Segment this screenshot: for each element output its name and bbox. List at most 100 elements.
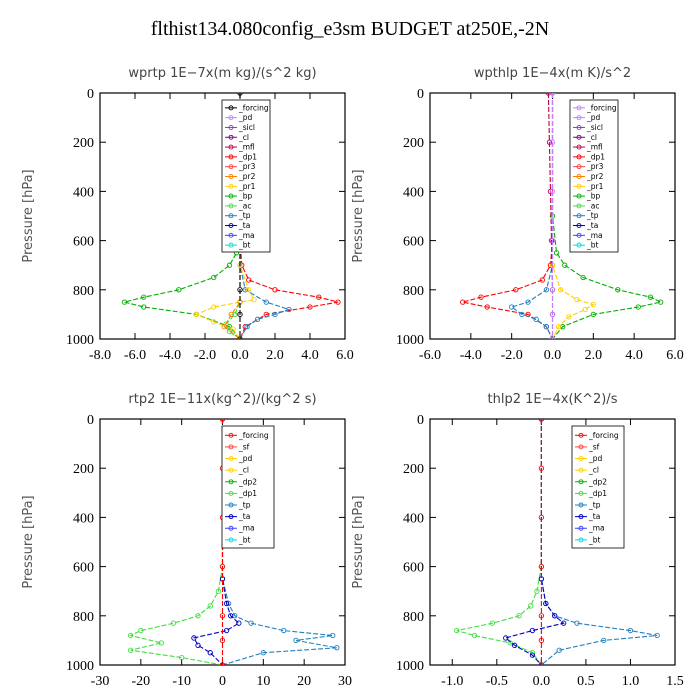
y-tick-label: 0: [87, 413, 94, 428]
data-point: [549, 139, 556, 145]
legend: _forcing_pd_sicl_cl_mfl_dp1_pr3_pr2_pr1_…: [569, 99, 619, 253]
data-point: [560, 620, 567, 626]
legend-marker: [228, 203, 234, 209]
data-point: [543, 600, 549, 607]
data-point: [454, 627, 460, 634]
data-point: [211, 319, 217, 325]
data-point: [549, 336, 556, 339]
data-point: [293, 637, 299, 644]
data-point: [193, 311, 199, 318]
data-point: [590, 301, 596, 308]
legend-entry: _bt: [238, 535, 251, 544]
data-point: [121, 299, 128, 305]
x-tick-label: 0.0: [231, 348, 249, 363]
legend-marker: [576, 193, 582, 199]
legend-marker: [228, 183, 234, 189]
data-point: [484, 304, 490, 310]
data-point: [582, 306, 588, 313]
data-point: [528, 603, 534, 609]
data-point: [176, 287, 182, 293]
legend-marker: [228, 444, 234, 450]
data-point: [555, 324, 562, 330]
data-point: [507, 640, 513, 646]
legend-marker: [578, 537, 584, 543]
legend-marker: [578, 490, 584, 496]
legend-marker: [576, 174, 582, 179]
y-tick-label: 1000: [66, 333, 94, 348]
legend-box: [571, 425, 625, 549]
x-tick-label: 0.5: [577, 674, 595, 689]
data-point: [538, 514, 545, 521]
data-point: [509, 304, 515, 310]
data-point: [272, 311, 278, 318]
x-tick-label: -1.0: [441, 674, 463, 689]
series-line: [239, 93, 291, 339]
x-tick-label: -30: [91, 674, 110, 689]
data-point: [538, 637, 545, 644]
x-tick-label: -2.0: [501, 348, 523, 363]
legend-marker: [576, 115, 582, 121]
x-tick-label: -0.5: [486, 674, 508, 689]
legend-marker: [228, 490, 234, 496]
legend-entry: _ma: [586, 231, 603, 240]
data-point: [242, 287, 248, 293]
legend-marker: [578, 479, 584, 485]
chart-panel-2: wpthlp 1E−4x(m K)/s^2 Pressure [hPa] -6.0 -…: [351, 66, 684, 363]
series-line: [223, 93, 241, 339]
legend-entry: _ta: [586, 221, 598, 230]
series-line: [510, 93, 554, 339]
data-point: [558, 287, 564, 293]
data-point: [248, 620, 254, 626]
series-group: [454, 419, 660, 665]
legend-marker: [578, 467, 584, 473]
data-point: [211, 274, 217, 281]
data-point: [219, 613, 226, 619]
legend-entry: _cl: [238, 133, 249, 142]
data-point: [219, 419, 226, 422]
legend-marker: [228, 164, 234, 170]
data-point: [219, 637, 226, 644]
data-point: [141, 304, 147, 310]
y-tick-label: 200: [403, 462, 424, 477]
data-point: [226, 328, 233, 335]
data-point: [254, 316, 261, 322]
legend-entry: _bt: [588, 535, 601, 544]
data-point: [211, 304, 217, 310]
legend-marker: [576, 203, 582, 209]
y-tick-label: 800: [73, 284, 94, 299]
y-axis-label: Pressure [hPa]: [21, 169, 36, 262]
chart-title: rtp2 1E−11x(kg^2)/(kg^2 s): [128, 392, 316, 407]
legend-marker: [228, 502, 234, 508]
y-tick-label: 400: [73, 185, 94, 200]
data-point: [237, 311, 243, 318]
data-point: [658, 299, 664, 305]
data-point: [195, 642, 201, 648]
legend-entry: _ac: [238, 201, 251, 210]
data-point: [574, 296, 580, 303]
legend-marker: [228, 514, 234, 520]
legend-marker: [576, 213, 582, 219]
data-point: [179, 654, 185, 661]
series-line: [551, 93, 663, 339]
legend-marker: [578, 432, 584, 438]
data-point: [170, 620, 177, 626]
data-point: [525, 299, 531, 305]
data-point: [511, 642, 518, 648]
x-tick-label: -8.0: [89, 348, 111, 363]
data-point: [635, 304, 641, 310]
legend-marker: [228, 134, 234, 140]
legend-marker: [576, 105, 582, 111]
legend-entry: _pr3: [586, 162, 604, 171]
y-tick-label: 1000: [396, 333, 424, 348]
x-tick-label: 2.0: [266, 348, 284, 363]
x-tick-label: -6.0: [124, 348, 146, 363]
x-tick-label: 0.0: [533, 674, 551, 689]
data-point: [228, 311, 234, 318]
data-point: [237, 287, 243, 293]
data-point: [543, 287, 550, 293]
legend-entry: _tp: [586, 211, 599, 220]
data-point: [158, 640, 164, 646]
legend: _forcing _sf _pd _cl _dp2 _dp1 _tp _ta _ma _bt: [221, 425, 275, 549]
data-point: [552, 613, 558, 619]
data-point: [566, 314, 572, 320]
